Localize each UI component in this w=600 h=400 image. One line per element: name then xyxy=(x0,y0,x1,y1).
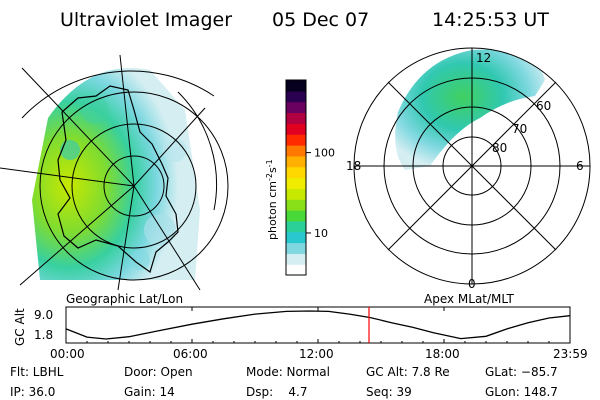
meridian-5 xyxy=(117,185,135,291)
lat-circle-2 xyxy=(71,123,197,249)
mlt-label-0: 0 xyxy=(468,277,476,291)
mlt-label-12: 12 xyxy=(476,51,491,65)
colorbar-cell xyxy=(286,145,306,157)
status-dsp: Dsp: 4.7 xyxy=(246,385,308,399)
colorbar-cell xyxy=(286,199,306,211)
meridian-7 xyxy=(133,185,201,291)
timeline-xtick-4: 23:59 xyxy=(553,347,588,361)
timeline-xtick-0: 00:00 xyxy=(50,347,85,361)
colorbar-cell xyxy=(286,101,306,114)
geographic-panel-label: Geographic Lat/Lon xyxy=(66,292,183,306)
lat-arc-right xyxy=(177,91,218,211)
time-label: 14:25:53 UT xyxy=(432,9,549,31)
auroral-image-geographic xyxy=(32,68,200,280)
colorbar-cell xyxy=(286,166,306,179)
status-filter: Flt: LBHL xyxy=(10,365,64,379)
colorbar-cell xyxy=(286,90,306,103)
timeline-xtick-1: 06:00 xyxy=(173,347,208,361)
meridian-4 xyxy=(19,185,135,286)
colorbar-label: photon cm-2s-1 xyxy=(265,159,279,240)
colorbar-cell xyxy=(286,253,306,265)
meridian-3 xyxy=(0,167,135,187)
polar-panel-label: Apex MLat/MLT xyxy=(424,292,514,306)
colorbar-cell xyxy=(286,155,306,168)
timeline-ytick-bottom: 1.8 xyxy=(34,328,53,342)
status-ip: IP: 36.0 xyxy=(10,385,55,399)
lat-circle-1 xyxy=(103,155,165,217)
colorbar-cell xyxy=(286,80,306,92)
colorbar-cell xyxy=(286,112,306,124)
colorbar-cell xyxy=(286,134,306,146)
status-readout: Flt: LBHL Door: Open Mode: Normal GC Alt… xyxy=(10,365,558,399)
auroral-image-polar xyxy=(395,48,545,170)
colorbar-cell xyxy=(286,188,306,200)
lat-arc-outer xyxy=(21,70,215,119)
colorbar-tick-label: 100 xyxy=(314,147,335,160)
timeline-ytick-top: 9.0 xyxy=(34,308,53,322)
colorbar-cell xyxy=(286,123,306,135)
mlt-label-6: 6 xyxy=(576,159,584,173)
colorbar-label-unit: photon cm xyxy=(266,181,279,240)
mlat-label-70: 70 xyxy=(512,122,527,136)
colorbar-cell xyxy=(286,210,306,222)
mlt-diag-2 xyxy=(387,81,557,251)
colorbar-label-exp1: -2 xyxy=(265,173,274,181)
colorbar-cell xyxy=(286,231,306,244)
meridian-2 xyxy=(21,67,135,187)
status-glat: GLat: −85.7 xyxy=(485,365,558,379)
colorbar-cell xyxy=(286,264,306,276)
mlt-label-18: 18 xyxy=(346,159,361,173)
mlat-label-60: 60 xyxy=(536,99,551,113)
meridian-1 xyxy=(119,54,135,187)
status-seq: Seq: 39 xyxy=(366,385,412,399)
colorbar-frame xyxy=(285,79,307,276)
altitude-curve xyxy=(65,310,571,340)
instrument-title: Ultraviolet Imager xyxy=(60,9,232,31)
coastline-antarctica xyxy=(57,85,179,273)
altitude-timeline: GC Alt 9.0 1.8 00:00 06:00 12:00 18:00 2… xyxy=(13,306,588,361)
timeline-ylabel: GC Alt xyxy=(13,308,27,346)
status-door: Door: Open xyxy=(124,365,193,379)
colorbar-cell xyxy=(286,220,306,233)
meridian-6 xyxy=(133,107,206,187)
mlat-label-80: 80 xyxy=(492,141,507,155)
lat-circle-3 xyxy=(39,91,229,281)
colorbar-tick-label: 10 xyxy=(314,227,328,240)
timeline-xtick-2: 12:00 xyxy=(299,347,334,361)
date-label: 05 Dec 07 xyxy=(272,9,369,31)
colorbar: 100 10 photon cm-2s-1 xyxy=(265,79,335,276)
geographic-speckle xyxy=(60,96,187,270)
colorbar-cell xyxy=(286,177,306,189)
polar-panel: 12 0 18 6 60 70 80 Apex MLat/MLT xyxy=(346,47,591,306)
colorbar-label-s: s xyxy=(266,167,279,173)
timeline-frame xyxy=(65,306,571,344)
timeline-axis-ticks xyxy=(65,307,571,343)
colorbar-label-exp2: -1 xyxy=(265,159,274,167)
status-gain: Gain: 14 xyxy=(124,385,175,399)
geographic-panel: Geographic Lat/Lon xyxy=(0,54,229,306)
colorbar-cell xyxy=(286,242,306,254)
status-mode: Mode: Normal xyxy=(246,365,330,379)
timeline-xtick-3: 18:00 xyxy=(425,347,460,361)
status-gc-alt: GC Alt: 7.8 Re xyxy=(366,365,450,379)
colorbar-cells xyxy=(286,80,306,276)
status-glon: GLon: 148.7 xyxy=(485,385,558,399)
colorbar-ticks: 100 10 xyxy=(306,147,335,240)
